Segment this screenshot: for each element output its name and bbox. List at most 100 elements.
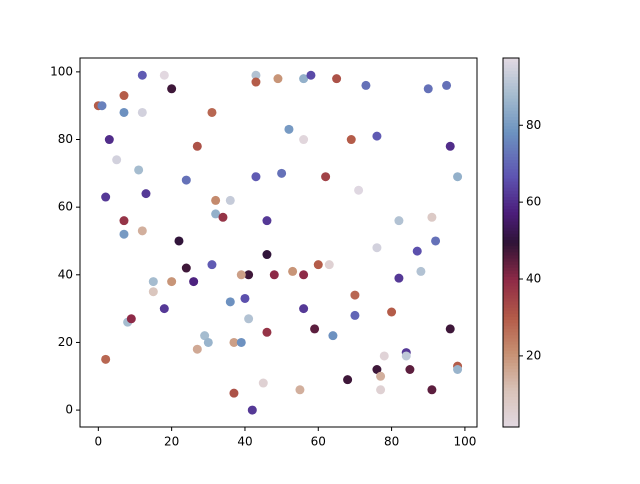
colorbar-gradient [503, 325, 519, 330]
colorbar-gradient [503, 110, 519, 114]
colorbar-gradient [503, 227, 519, 231]
point [262, 216, 272, 226]
colorbar-gradient [503, 316, 519, 320]
colorbar-gradient [503, 67, 519, 71]
colorbar-gradient [503, 380, 519, 385]
colorbar-gradient [503, 58, 519, 62]
colorbar-gradient [503, 387, 519, 391]
colorbar-gradient [503, 399, 519, 403]
point [453, 365, 463, 375]
colorbar-gradient [503, 73, 519, 78]
point [423, 84, 433, 94]
point [137, 70, 147, 80]
point [134, 165, 144, 175]
point [306, 70, 316, 80]
point [229, 388, 239, 398]
point [181, 263, 191, 273]
colorbar-gradient [503, 242, 519, 247]
point [295, 385, 305, 395]
point [372, 365, 382, 375]
colorbar-gradient [503, 122, 519, 127]
point [189, 277, 199, 287]
point [207, 260, 217, 270]
point [321, 172, 331, 182]
colorbar-gradient [503, 134, 519, 139]
point [299, 304, 309, 314]
point [225, 297, 235, 307]
colorbar-gradient [503, 82, 519, 87]
colorbar-gradient [503, 282, 519, 287]
point [148, 277, 158, 287]
point [445, 141, 455, 151]
point [167, 84, 177, 94]
colorbar-gradient [503, 405, 519, 410]
colorbar-gradient [503, 94, 519, 99]
y-tick-label: 80 [58, 132, 73, 146]
colorbar-gradient [503, 270, 519, 274]
point [236, 270, 246, 280]
point [379, 351, 389, 361]
point [119, 229, 129, 239]
colorbar-gradient [503, 181, 519, 185]
point [244, 270, 254, 280]
colorbar-gradient [503, 119, 519, 124]
colorbar-gradient [503, 402, 519, 407]
point [119, 91, 129, 101]
colorbar-tick-label: 60 [526, 195, 541, 209]
point [211, 209, 221, 219]
colorbar-gradient [503, 279, 519, 284]
y-tick-label: 20 [58, 335, 73, 349]
point [240, 293, 250, 303]
point [137, 107, 147, 117]
colorbar-gradient [503, 147, 519, 151]
point [427, 212, 437, 222]
colorbar-gradient [503, 88, 519, 93]
point [394, 273, 404, 283]
colorbar-gradient [503, 423, 519, 428]
point [207, 107, 217, 117]
colorbar-gradient [503, 362, 519, 367]
colorbar-gradient [503, 297, 519, 302]
colorbar-gradient [503, 128, 519, 133]
point [225, 195, 235, 205]
colorbar-tick-label: 20 [526, 348, 541, 362]
colorbar-gradient [503, 257, 519, 262]
point [262, 250, 272, 260]
point [350, 310, 360, 320]
point [431, 236, 441, 246]
point [394, 216, 404, 226]
colorbar-gradient [503, 248, 519, 253]
colorbar-gradient [503, 377, 519, 382]
point [112, 155, 122, 165]
colorbar-gradient [503, 408, 519, 413]
colorbar-gradient [503, 107, 519, 111]
point [416, 266, 426, 276]
colorbar-gradient [503, 91, 519, 96]
x-tick-label: 80 [384, 435, 399, 449]
colorbar-tick-label: 40 [526, 272, 541, 286]
colorbar-gradient [503, 254, 519, 259]
point [211, 195, 221, 205]
colorbar-gradient [503, 267, 519, 271]
colorbar-gradient [503, 245, 519, 250]
point [104, 135, 114, 145]
colorbar-gradient [503, 131, 519, 136]
colorbar-gradient [503, 285, 519, 290]
colorbar-gradient [503, 190, 519, 194]
y-tick-label: 100 [50, 64, 73, 78]
colorbar-gradient [503, 313, 519, 317]
point [299, 270, 309, 280]
point [192, 344, 202, 354]
colorbar-gradient [503, 171, 519, 176]
x-tick-label: 60 [311, 435, 326, 449]
colorbar-gradient [503, 177, 519, 182]
point [332, 74, 342, 84]
colorbar-gradient [503, 328, 519, 333]
colorbar-gradient [503, 153, 519, 157]
colorbar-gradient [503, 199, 519, 204]
point [126, 314, 136, 324]
colorbar-gradient [503, 230, 519, 234]
point [101, 192, 111, 202]
point [284, 124, 294, 134]
